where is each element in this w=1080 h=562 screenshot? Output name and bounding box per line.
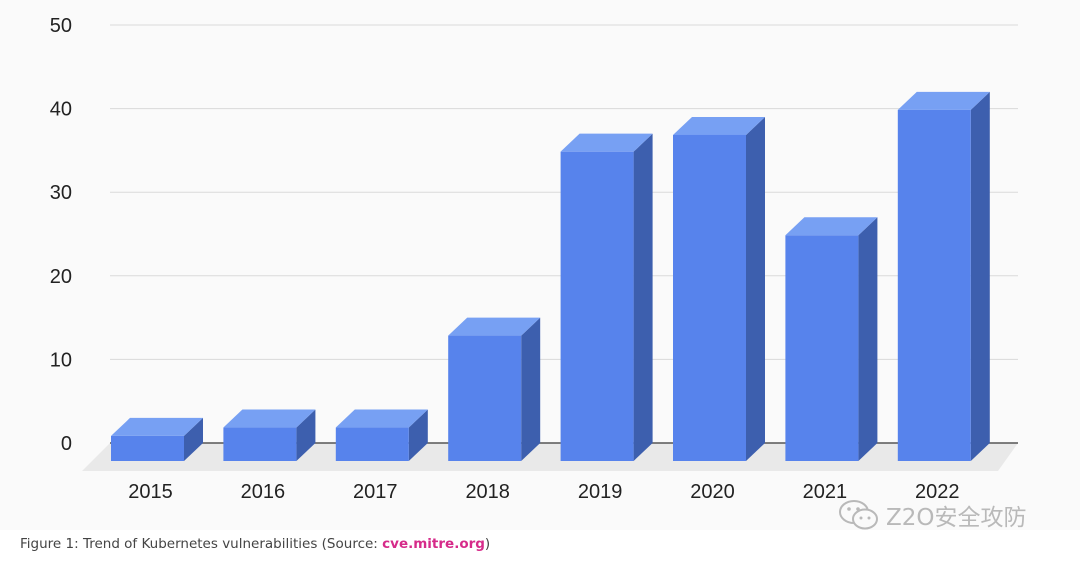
x-tick-label: 2015 (128, 481, 173, 503)
y-tick-label: 20 (50, 266, 72, 288)
bar-side (408, 409, 428, 461)
caption-prefix: Figure 1: Trend of Kubernetes vulnerabil… (20, 536, 383, 552)
bar-2018 (448, 317, 541, 461)
bar-side (858, 217, 878, 461)
bar-2022 (897, 91, 990, 461)
bar-side (296, 409, 316, 461)
x-tick-label: 2018 (465, 481, 510, 503)
y-tick-label: 0 (61, 433, 72, 455)
bar-side (184, 417, 203, 461)
y-tick-label: 50 (50, 15, 72, 37)
bar-front (785, 235, 859, 461)
bar-2019 (560, 133, 653, 461)
bar-top (448, 317, 541, 336)
x-tick-label: 2016 (241, 481, 286, 503)
bar-front (448, 335, 522, 461)
bar-side (746, 116, 765, 462)
bar-front (897, 109, 971, 461)
x-tick-label: 2022 (915, 481, 960, 503)
bar-side (521, 317, 541, 461)
bar-2020 (673, 116, 765, 462)
bar-2016 (223, 409, 316, 461)
bar-front (560, 151, 634, 461)
bar-front (673, 134, 746, 461)
y-tick-label: 30 (50, 182, 72, 204)
bar-top (560, 133, 653, 152)
bar-side (970, 91, 990, 461)
chart-panel: 0 10 20 30 40 50 2015 2016 2017 2018 2019 2020 2021 2… (49, 15, 1018, 503)
bar-top (335, 409, 428, 428)
bar-2021 (785, 217, 878, 461)
bar-top (673, 116, 765, 135)
y-tick-label: 10 (50, 349, 72, 371)
bar-side (633, 133, 653, 461)
bar-2017 (335, 409, 428, 461)
bar-top (223, 409, 316, 428)
caption-suffix: ) (484, 536, 491, 552)
watermark-text: Z2O安全攻防 (886, 505, 1027, 531)
bar-top (785, 217, 878, 236)
bar-top (111, 417, 203, 436)
x-tick-label: 2020 (690, 481, 735, 503)
source-link[interactable]: cve.mitre.org (382, 536, 485, 552)
figure-caption: Figure 1: Trend of Kubernetes vulnerabil… (20, 536, 490, 552)
bar-front (223, 427, 297, 461)
bar-front (111, 435, 184, 461)
x-tick-label: 2017 (353, 481, 398, 503)
watermark: Z2O安全攻防 (838, 498, 1027, 532)
y-tick-label: 40 (50, 99, 72, 121)
bar-2015 (111, 417, 203, 461)
bar-top (897, 91, 990, 110)
chart-floor (82, 443, 1018, 471)
bar-front (335, 427, 409, 461)
wechat-icon (839, 500, 878, 530)
x-tick-label: 2021 (803, 481, 848, 503)
x-tick-label: 2019 (578, 481, 623, 503)
bar-chart: 0 10 20 30 40 50 2015 2016 2017 2018 2019 2020 2021 2… (50, 15, 1018, 503)
